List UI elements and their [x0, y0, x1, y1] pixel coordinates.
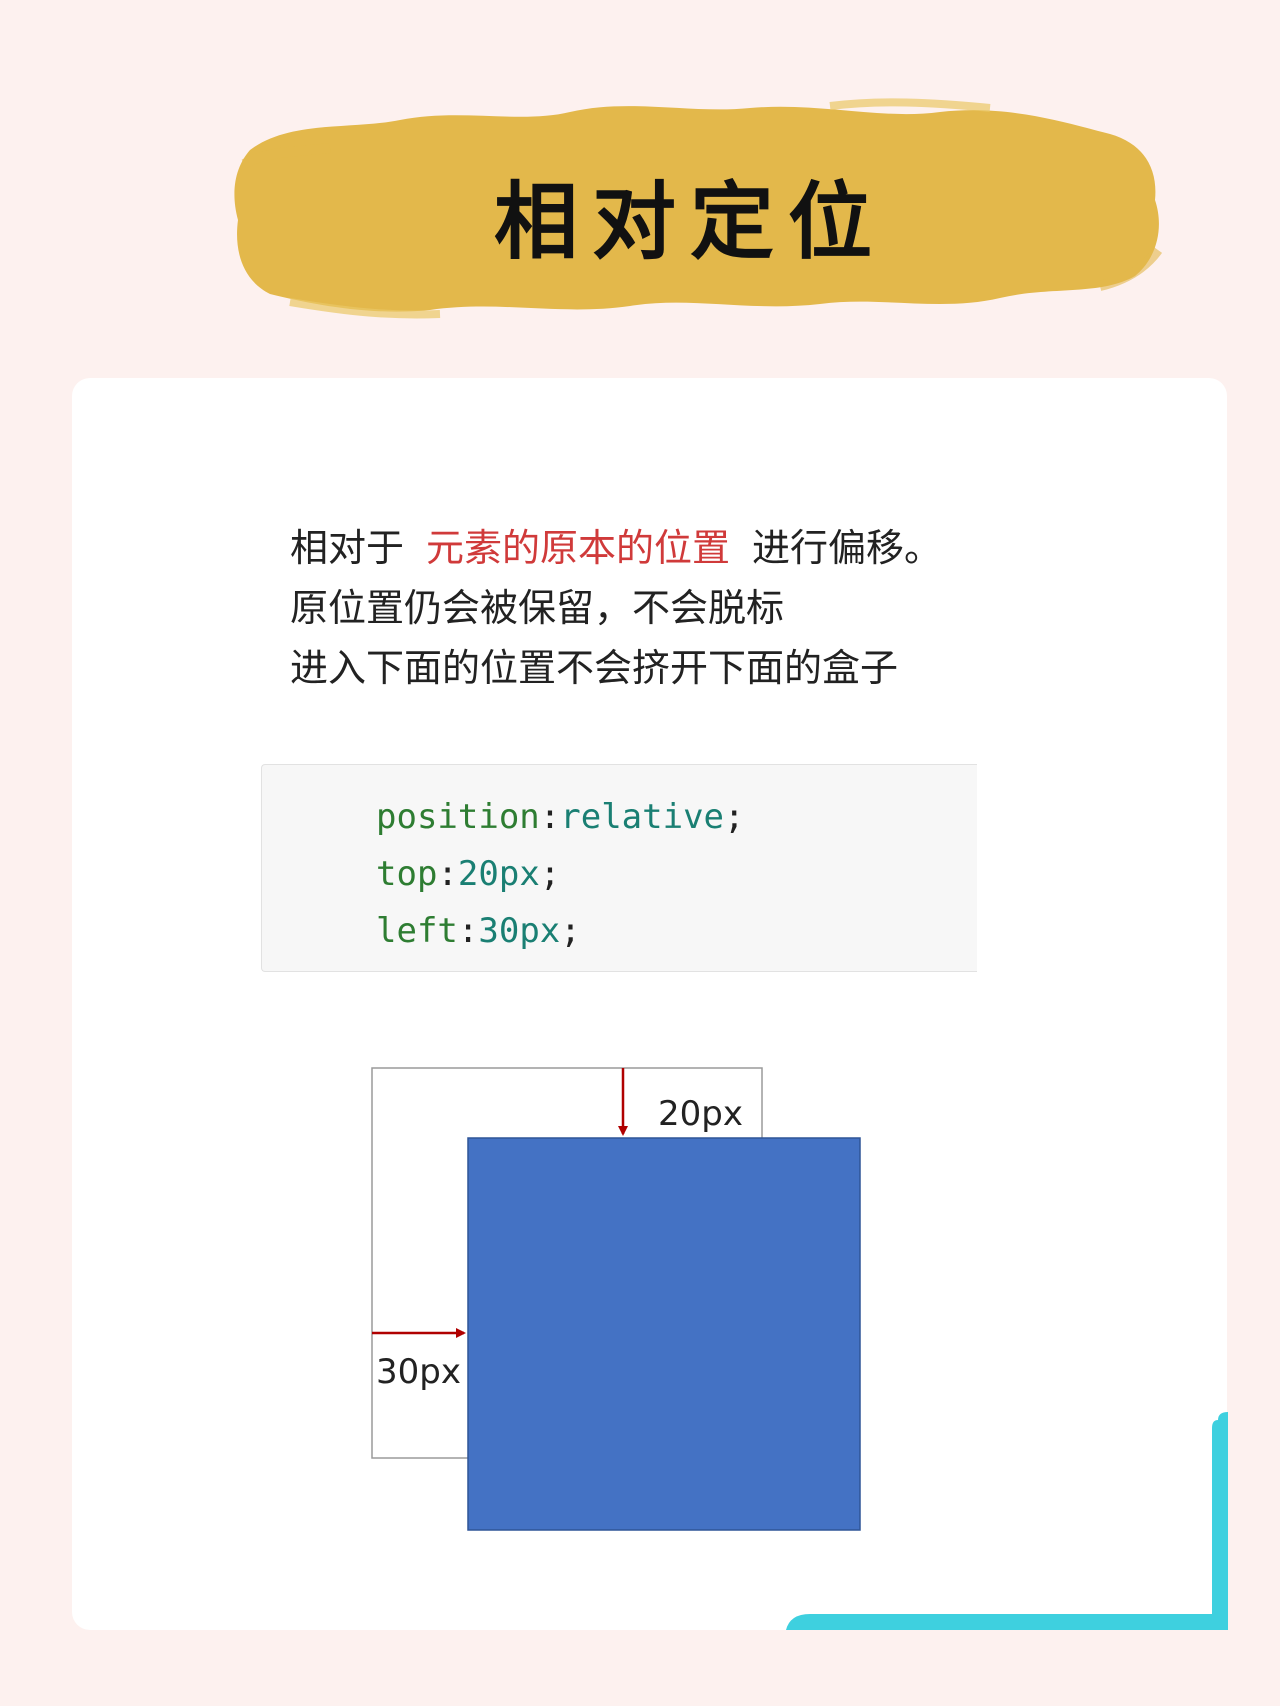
left-offset-label: 30px [376, 1352, 461, 1392]
highlight-text: 元素的原本的位置 [426, 526, 731, 570]
description-line-1: 相对于 元素的原本的位置 进行偏移。 [290, 518, 942, 578]
line1-suffix: 进行偏移。 [752, 526, 943, 570]
description-line-3: 进入下面的位置不会挤开下面的盒子 [290, 646, 899, 690]
code-line-position: position:relative; [376, 797, 745, 837]
code-lines: position:relative; top:20px; left:30px; [376, 789, 745, 960]
code-prop: left [376, 911, 458, 951]
code-line-left: left:30px; [376, 911, 581, 951]
code-value: relative [560, 797, 725, 837]
code-prop: position [376, 797, 540, 837]
code-line-top: top:20px; [376, 854, 561, 894]
title-banner: 相对定位 [230, 90, 1170, 330]
top-offset-label: 20px [658, 1094, 743, 1134]
code-value: 30px [478, 911, 561, 951]
page-title: 相对定位 [493, 171, 886, 271]
code-value: 20px [457, 854, 540, 894]
brush-stroke-shape [234, 98, 1163, 319]
description-line-2: 原位置仍会被保留，不会脱标 [290, 586, 785, 630]
line1-prefix: 相对于 [290, 526, 405, 570]
code-block: position:relative; top:20px; left:30px; [261, 764, 977, 972]
code-prop: top [376, 854, 438, 894]
description-text: 相对于 元素的原本的位置 进行偏移。 原位置仍会被保留，不会脱标 进入下面的位置不会… [290, 518, 942, 698]
